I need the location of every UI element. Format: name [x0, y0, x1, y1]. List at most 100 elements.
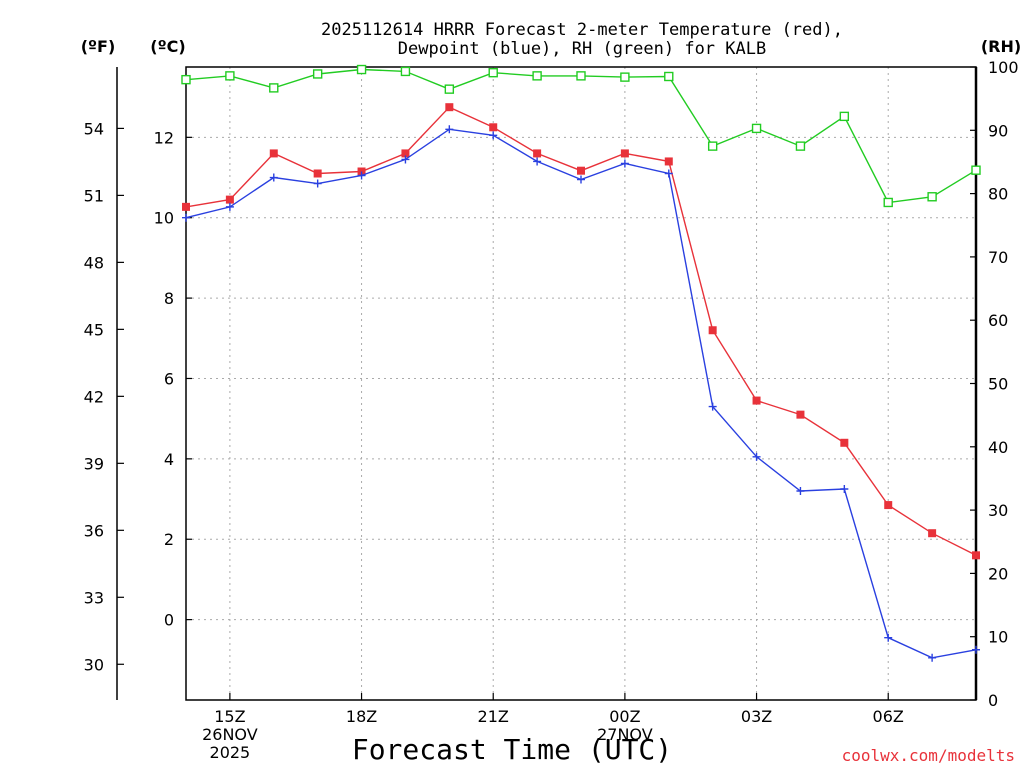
rh-point [181, 74, 191, 85]
dewpoint-point [577, 175, 585, 184]
temperature-point [357, 167, 366, 176]
fahrenheit-tick-label: 39 [84, 454, 104, 473]
temperature-point [533, 149, 542, 158]
axis-ticks [117, 66, 976, 701]
celsius-axis-unit: (ºC) [150, 37, 185, 56]
temperature-point [225, 195, 234, 204]
x-tick-label: 27NOV [597, 725, 653, 744]
temperature-point [620, 149, 629, 158]
rh-tick-label: 10 [988, 628, 1008, 647]
x-tick-label: 06Z [873, 707, 904, 726]
rh-axis-unit: (RH) [981, 37, 1021, 56]
temperature-point [840, 438, 849, 447]
plot-frame [185, 66, 977, 701]
series-dewpoint [182, 125, 980, 662]
x-tick-label: 15Z [214, 707, 245, 726]
temperature-point [269, 149, 278, 158]
dewpoint-point [182, 213, 190, 222]
temperature-point [752, 396, 761, 405]
rh-tick-label: 0 [988, 691, 998, 710]
dewpoint-point [489, 131, 498, 140]
temperature-point [182, 202, 190, 211]
rh-point [751, 123, 762, 134]
rh-point [400, 66, 411, 77]
dewpoint-point [533, 157, 542, 166]
dewpoint-point [269, 173, 278, 182]
watermark-link: coolwx.com/modelts [842, 746, 1015, 765]
temperature-point [401, 149, 410, 158]
rh-point [269, 83, 279, 93]
rh-point [883, 197, 893, 208]
temperature-point [796, 410, 805, 419]
rh-point [488, 67, 498, 78]
fahrenheit-tick-label: 48 [84, 253, 104, 272]
rh-point [356, 64, 367, 75]
rh-tick-label: 30 [988, 501, 1008, 520]
fahrenheit-tick-label: 36 [84, 521, 104, 540]
dewpoint-point [708, 402, 717, 411]
temperature-point [708, 326, 717, 335]
fahrenheit-tick-label: 45 [84, 320, 104, 339]
rh-point [312, 69, 323, 79]
temperature-point [884, 501, 893, 510]
tick-labels: 0 2 4 6 8 10 12 30 33 36 39 42 45 48 51 54 0 10 20 30 40 50 60… [84, 58, 1019, 762]
celsius-tick-label: 6 [164, 369, 174, 388]
temperature-point [972, 551, 980, 560]
rh-point [839, 111, 850, 122]
dewpoint-point [884, 633, 893, 642]
rh-point [707, 141, 718, 151]
temperature-point [313, 169, 322, 178]
x-tick-label: 2025 [210, 743, 251, 762]
dewpoint-line [185, 128, 977, 659]
dewpoint-point [313, 179, 322, 188]
rh-tick-label: 90 [988, 121, 1008, 140]
celsius-tick-label: 0 [164, 611, 174, 630]
dewpoint-point [357, 171, 366, 180]
temperature-point [445, 103, 454, 112]
fahrenheit-tick-label: 51 [84, 186, 104, 205]
temperature-point [489, 123, 498, 132]
chart-title-line2: Dewpoint (blue), RH (green) for KALB [398, 39, 766, 59]
dewpoint-point [840, 485, 849, 493]
rh-tick-label: 70 [988, 248, 1008, 267]
x-tick-label: 18Z [346, 707, 377, 726]
celsius-tick-label: 12 [154, 128, 174, 147]
dewpoint-point [972, 645, 980, 654]
rh-tick-label: 40 [988, 438, 1008, 457]
x-tick-label: 26NOV [202, 725, 258, 744]
rh-point [620, 72, 630, 82]
rh-point [927, 192, 937, 202]
celsius-tick-label: 2 [164, 530, 174, 549]
series-layer [181, 64, 981, 662]
series-temperature [182, 103, 980, 560]
rh-tick-label: 60 [988, 311, 1008, 330]
rh-point [576, 71, 586, 81]
dewpoint-point [225, 202, 234, 211]
fahrenheit-tick-label: 54 [84, 119, 104, 138]
fahrenheit-tick-label: 42 [84, 387, 104, 406]
dewpoint-point [620, 159, 629, 168]
temperature-point [928, 529, 937, 538]
dewpoint-point [401, 155, 410, 164]
rh-tick-label: 20 [988, 564, 1008, 583]
x-tick-label: 21Z [478, 707, 509, 726]
rh-point [795, 141, 806, 151]
temperature-point [664, 157, 673, 166]
fahrenheit-tick-label: 33 [84, 588, 104, 607]
celsius-tick-label: 10 [154, 209, 174, 228]
series-rh [181, 64, 981, 208]
x-tick-label: 03Z [741, 707, 772, 726]
rh-point [532, 71, 542, 81]
dewpoint-point [752, 452, 761, 461]
fahrenheit-axis-unit: (ºF) [81, 37, 116, 56]
rh-point [971, 165, 981, 175]
rh-tick-label: 80 [988, 185, 1008, 204]
dewpoint-point [664, 169, 673, 178]
rh-point [225, 71, 235, 81]
dewpoint-point [445, 125, 454, 134]
dewpoint-point [796, 487, 805, 496]
x-axis-title: Forecast Time (UTC) [352, 733, 672, 766]
dewpoint-point [928, 653, 937, 662]
rh-tick-label: 100 [988, 58, 1019, 77]
